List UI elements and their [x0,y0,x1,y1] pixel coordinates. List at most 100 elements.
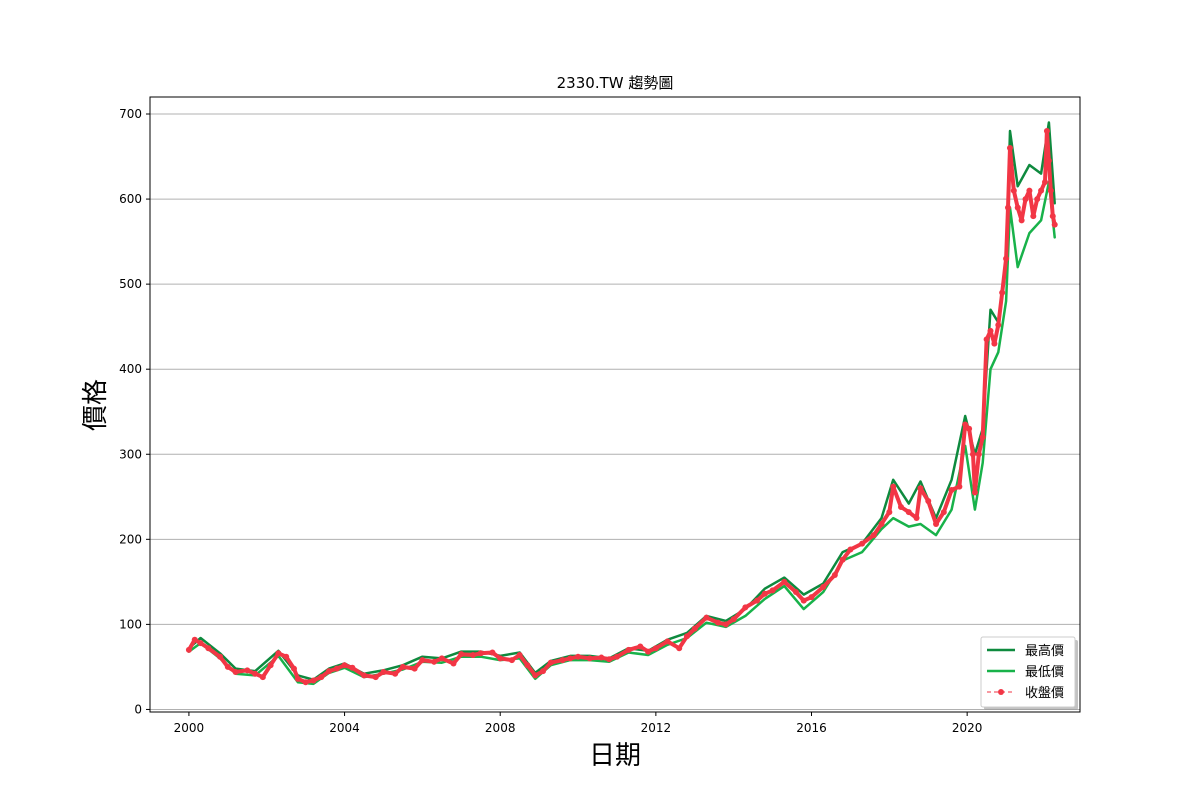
legend-box [980,636,1076,708]
x-tick-label: 2000 [174,721,205,735]
close-point [224,663,231,670]
close-point [1018,217,1025,224]
close-point [956,483,963,490]
x-axis-title: 日期 [589,741,641,771]
close-point [983,336,990,343]
close-point [625,646,632,653]
close-point [1022,196,1029,203]
close-point [676,645,683,652]
close-point [1003,255,1010,262]
close-point [310,677,317,684]
close-point [730,616,737,623]
close-point [559,657,566,664]
close-point [971,489,978,496]
close-point [1010,187,1017,194]
close-point [380,669,387,676]
close-point [1034,196,1041,203]
close-point [1051,221,1058,228]
y-tick-label: 0 [134,702,142,716]
y-tick-label: 100 [119,617,142,631]
close-point [754,597,761,604]
close-point [438,655,445,662]
close-point [508,657,515,664]
close-point [1047,187,1054,194]
close-point [267,662,274,669]
close-point [1006,145,1013,152]
close-point [966,425,973,432]
close-point [197,640,204,647]
close-point [349,664,356,671]
close-point [925,498,932,505]
close-point [567,655,574,662]
close-point [294,675,301,682]
close-point [761,590,768,597]
close-point [283,653,290,660]
x-tick-label: 2008 [485,721,516,735]
close-point [1045,157,1052,164]
close-point [859,540,866,547]
close-point [886,509,893,516]
y-tick-label: 600 [119,192,142,206]
close-point [691,625,698,632]
y-axis-title: 價格 [81,379,111,431]
close-point [664,638,671,645]
close-point [1041,179,1048,186]
close-point [575,653,582,660]
close-point [722,621,729,628]
close-point [450,660,457,667]
close-point [586,655,593,662]
y-tick-label: 500 [119,277,142,291]
close-point [191,636,198,643]
close-point [781,578,788,585]
close-point [431,658,438,665]
x-tick-label: 2004 [329,721,360,735]
close-point [547,659,554,666]
close-point [905,509,912,516]
x-axis: 2000 2004 2008 2012 2016 2020 [174,712,982,735]
legend-label: 收盤價 [1025,686,1064,701]
close-point [898,504,905,510]
close-point [917,485,924,492]
close-point [469,652,476,659]
close-point [185,646,192,653]
close-point [1014,204,1021,211]
y-tick-label: 300 [119,447,142,461]
gridlines [150,113,1080,710]
close-point [217,653,224,660]
close-point [489,649,496,656]
close-point [259,674,266,681]
y-tick-label: 400 [119,362,142,376]
legend-label: 最高價 [1025,643,1064,659]
plot-frame [149,96,1081,713]
close-point [458,651,465,658]
close-point [820,583,827,590]
close-point [999,289,1006,296]
close-point [979,434,986,441]
close-point [870,532,877,539]
close-point [831,572,838,579]
close-point [913,515,920,522]
close-point [890,483,897,490]
close-point [800,597,807,604]
close-point [703,614,710,621]
close-point [962,421,969,428]
close-point [497,655,504,662]
close-point [606,656,613,663]
close-point [1038,187,1045,194]
close-point [742,604,749,611]
close-point [411,665,418,672]
y-tick-label: 700 [119,107,142,121]
close-point [205,645,212,652]
close-point [645,648,652,655]
legend-marker [998,689,1004,695]
close-point [652,645,659,652]
close-point [341,662,348,669]
close-point [275,650,282,657]
y-tick-label: 200 [119,532,142,546]
close-point [792,589,799,596]
close-point [516,652,523,659]
close-point [969,451,976,458]
